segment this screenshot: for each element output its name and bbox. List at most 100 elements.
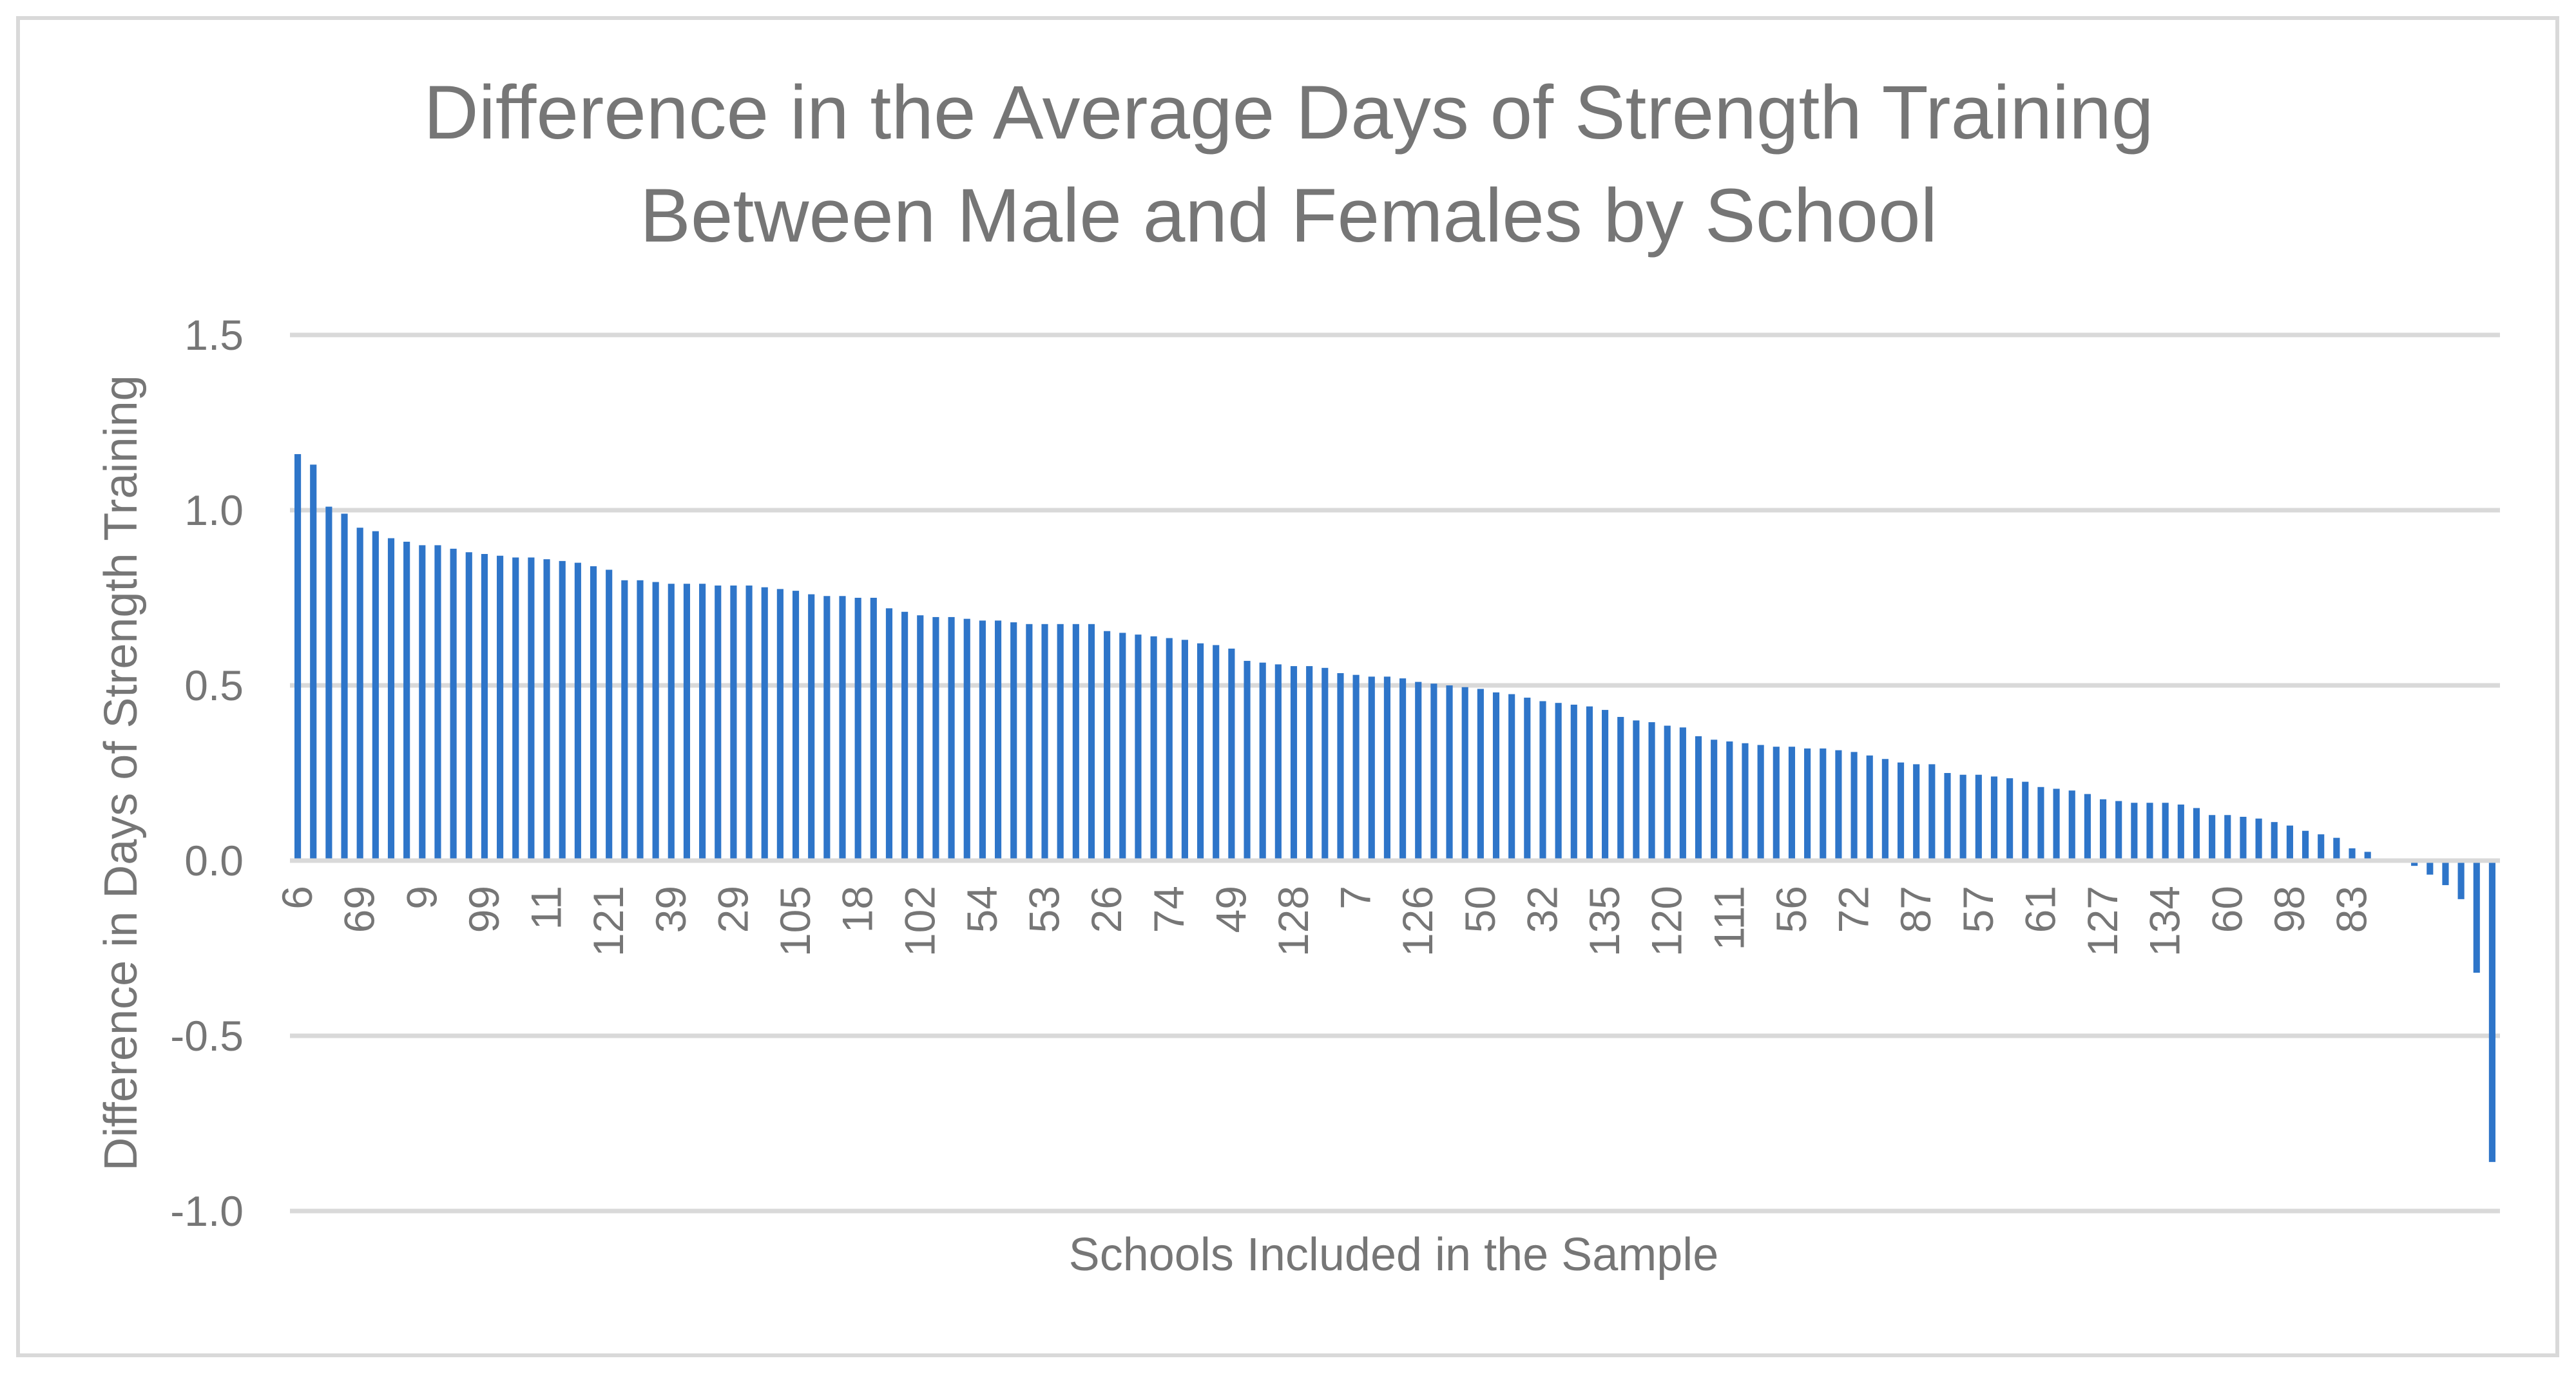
bar <box>1804 748 1811 861</box>
bar <box>1197 643 1204 861</box>
bar <box>1368 676 1375 861</box>
bar <box>1259 662 1266 861</box>
bar <box>1742 743 1749 861</box>
bar <box>2084 794 2091 861</box>
chart-title-line-1: Difference in the Average Days of Streng… <box>423 70 2153 155</box>
x-tick-label: 83 <box>2328 886 2376 933</box>
bar <box>2364 852 2371 861</box>
x-tick-label: 111 <box>1705 886 1753 950</box>
bar <box>699 584 706 861</box>
bar <box>2442 861 2449 886</box>
x-tick-label: 39 <box>647 886 695 933</box>
bar <box>1897 762 1905 861</box>
bar <box>1633 720 1640 861</box>
x-tick-label: 57 <box>1954 886 2002 933</box>
x-tick-label: 69 <box>336 886 383 933</box>
bar <box>1492 692 1500 861</box>
bar <box>606 569 613 861</box>
bar <box>1866 755 1873 861</box>
bar <box>1104 631 1111 861</box>
x-axis-tick-labels: 6 69 9 99 11 121 39 29 105 18 102 54 53 26 74 49 128 7 126… <box>273 886 2375 957</box>
bar <box>2053 788 2060 861</box>
bar <box>2318 834 2325 861</box>
bar <box>1026 624 1033 861</box>
bar <box>574 562 581 861</box>
bar <box>1166 638 1173 861</box>
bar <box>2162 803 2169 861</box>
x-tick-label: 135 <box>1581 886 1628 957</box>
bar <box>652 582 659 861</box>
x-tick-label: 18 <box>834 886 881 933</box>
chart-title-line-2: Between Male and Females by School <box>640 173 1937 258</box>
bar <box>917 615 924 861</box>
x-tick-label: 54 <box>958 886 1006 933</box>
bar <box>2209 815 2216 861</box>
x-tick-label: 98 <box>2265 886 2313 933</box>
y-tick-label: -1.0 <box>170 1187 244 1235</box>
bar <box>1352 674 1360 861</box>
bar <box>2099 799 2107 861</box>
bar <box>2068 790 2075 861</box>
bar <box>948 616 955 861</box>
bar <box>839 596 846 861</box>
bar <box>1773 747 1780 861</box>
bar <box>528 557 535 861</box>
bar <box>1446 685 1453 861</box>
bars <box>294 453 2495 1162</box>
bar <box>1757 745 1764 861</box>
bar <box>1524 698 1531 861</box>
bar <box>1990 776 1998 861</box>
bar <box>434 545 441 861</box>
bar <box>870 598 877 861</box>
bar <box>310 464 317 861</box>
bar <box>1135 635 1142 861</box>
bar <box>2022 781 2029 861</box>
bar <box>1726 741 1733 861</box>
bar <box>2302 830 2309 861</box>
x-tick-label: 87 <box>1892 886 1939 933</box>
y-tick-label: 0.5 <box>184 662 244 709</box>
bar <box>1088 624 1095 861</box>
x-tick-label: 102 <box>896 886 943 957</box>
bar <box>294 453 302 861</box>
bar <box>1119 633 1126 861</box>
bar <box>2411 861 2418 866</box>
bar <box>979 620 986 861</box>
bar <box>1881 759 1889 861</box>
bar <box>1679 727 1686 861</box>
x-tick-label: 128 <box>1269 886 1317 957</box>
bar <box>808 594 815 861</box>
bar <box>2146 803 2153 861</box>
bar <box>745 585 753 861</box>
bar <box>356 528 363 861</box>
bar <box>1461 687 1468 861</box>
bar <box>481 554 488 861</box>
bar <box>2488 861 2495 1162</box>
bar <box>497 555 504 861</box>
x-tick-label: 121 <box>584 886 632 957</box>
bar <box>2271 822 2278 861</box>
bar <box>1430 683 1437 861</box>
bar <box>1570 704 1577 861</box>
x-tick-label: 61 <box>2016 886 2064 933</box>
bar <box>2333 837 2340 861</box>
bar <box>637 580 644 861</box>
x-tick-label: 7 <box>1332 886 1379 910</box>
bar <box>1648 722 1655 861</box>
y-tick-label: 0.0 <box>184 837 244 884</box>
bar <box>559 560 566 861</box>
x-tick-label: 72 <box>1830 886 1878 933</box>
bar <box>1975 774 1982 861</box>
bar <box>761 587 768 861</box>
bar <box>2224 815 2231 861</box>
bar <box>1664 725 1671 861</box>
bar <box>387 538 395 861</box>
bar <box>901 611 908 861</box>
bar <box>1399 678 1407 861</box>
bar <box>715 585 722 861</box>
bar <box>1617 716 1624 861</box>
bar <box>1322 667 1329 861</box>
bar <box>2457 861 2465 899</box>
bar <box>854 598 861 861</box>
bar <box>1944 773 1951 861</box>
